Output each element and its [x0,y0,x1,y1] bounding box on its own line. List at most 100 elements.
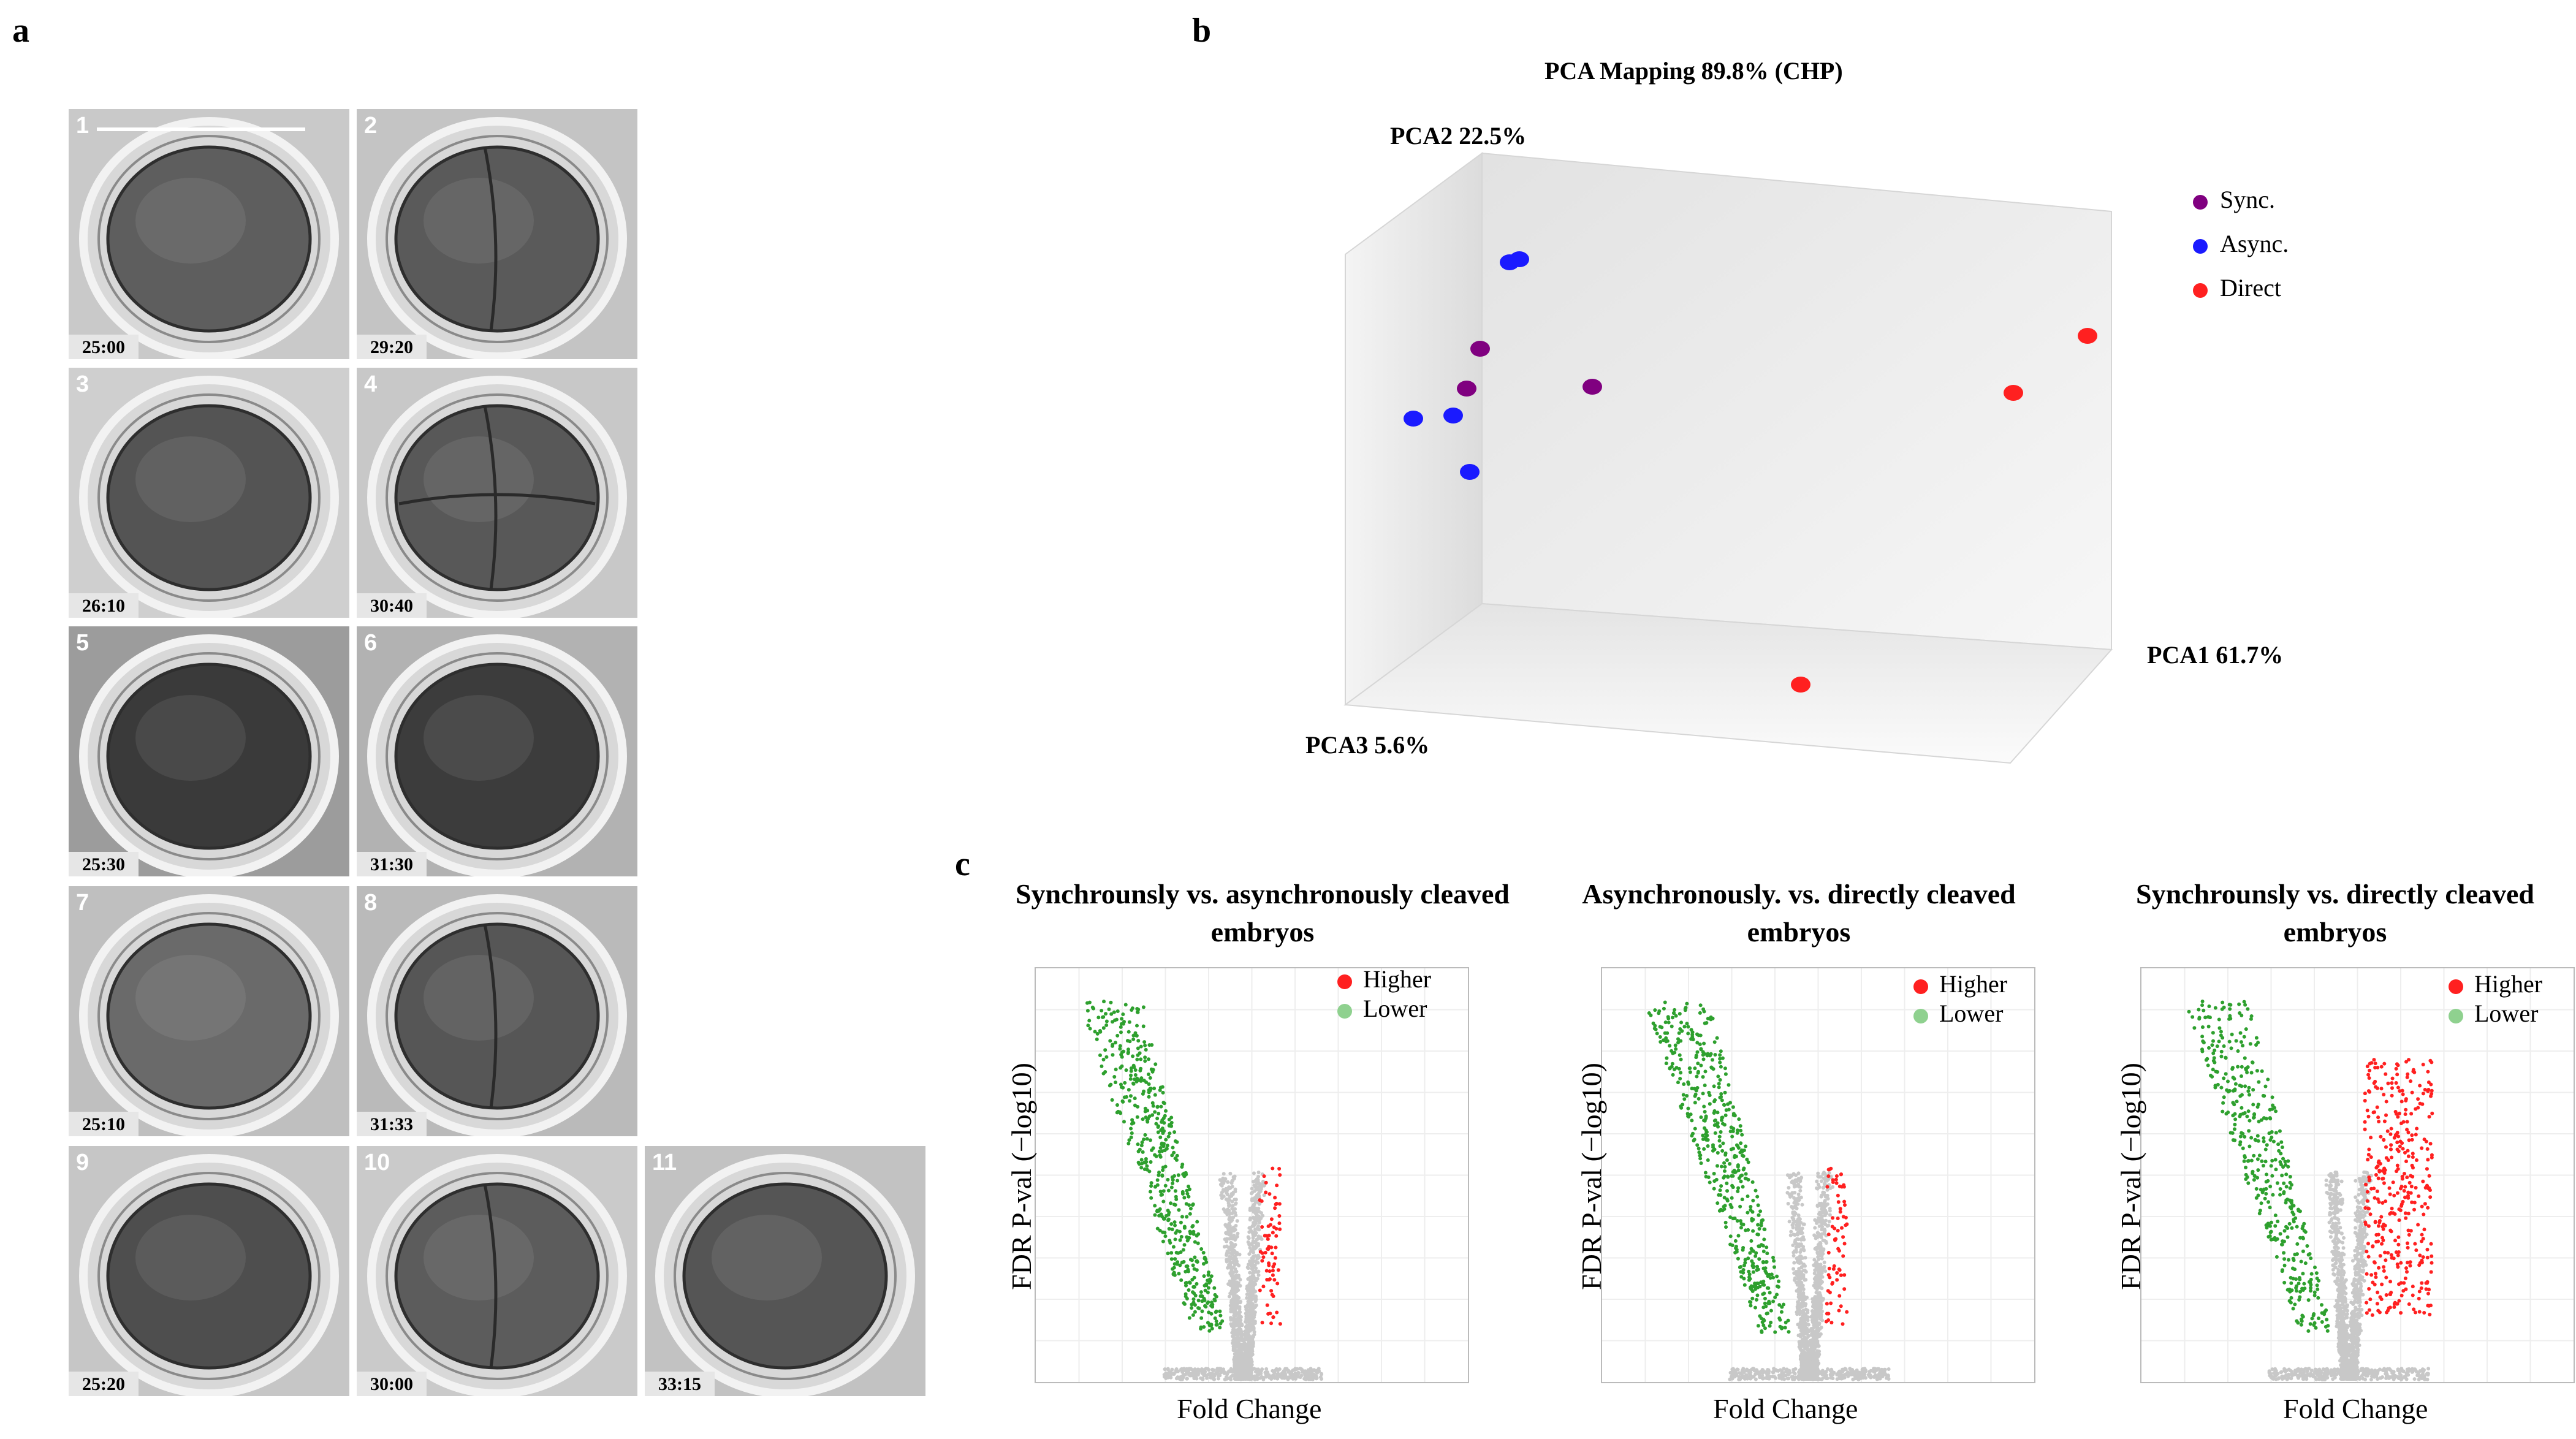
micrograph-timestamp: 26:10 [69,593,139,618]
pca-floor [1343,602,2113,764]
volcano-plot: Higher Lower [1601,967,2035,1383]
legend-marker-icon [1913,979,1928,994]
pca2-axis-label: PCA2 22.5% [1390,122,1527,150]
embryo-image [79,634,339,876]
pca3-axis-label: PCA3 5.6% [1305,731,1430,759]
embryo-image [79,117,339,359]
micrograph-timestamp: 30:40 [357,593,427,618]
embryo-image [655,1154,915,1396]
micrograph-timestamp: 33:15 [645,1372,715,1396]
volcano-title: Asynchronously. vs. directly cleaved emb… [1582,878,2016,947]
embryo-image [367,117,627,359]
pca-point-direct [2078,328,2097,344]
micrograph-11: 11 33:15 [645,1146,925,1396]
micrograph-timestamp: 25:20 [69,1372,139,1396]
volcano-x-axis-label: Fold Change [1177,1393,1322,1424]
volcano-x-axis-label: Fold Change [2283,1393,2428,1424]
volcano-legend-item: Higher [1337,965,1431,994]
pca-legend-item: Async. [2193,229,2289,258]
legend-marker-icon [1337,1003,1352,1019]
pca-3d-plot [1343,152,2113,764]
volcano-legend-item: Lower [1337,994,1431,1023]
volcano-x-axis-label: Fold Change [1713,1393,1858,1424]
pca-legend-item: Sync. [2193,185,2275,214]
micrograph-8: 8 31:33 [357,886,637,1136]
embryo-image [367,1154,627,1396]
volcano-legend-item: Higher [1913,970,2007,999]
pca-point-sync [1470,341,1490,357]
micrograph-number: 1 [76,113,89,139]
legend-label: Higher [1363,965,1432,993]
micrograph-number: 5 [76,630,89,656]
micrograph-timestamp: 25:10 [69,1112,139,1136]
pca-back-wall [1481,152,2112,651]
micrograph-10: 10 30:00 [357,1146,637,1396]
micrograph-timestamp: 31:30 [357,852,427,876]
legend-label: Lower [1939,1000,2004,1027]
micrograph-number: 9 [76,1150,89,1175]
micrograph-timestamp: 31:33 [357,1112,427,1136]
volcano-scatter [2141,968,2574,1382]
pca-point-async [1404,411,1423,427]
volcano-y-axis-label: FDR P-val (−log10) [1006,1063,1037,1290]
volcano-plot: Higher Lower [2140,967,2575,1383]
micrograph-number: 2 [364,113,378,139]
pca-point-async [1510,251,1529,267]
pca-point-sync [1457,381,1476,397]
micrograph-number: 6 [364,630,378,656]
embryo-image [79,376,339,618]
legend-label: Lower [1363,995,1427,1022]
volcano-title: Synchrounsly vs. directly cleaved embryo… [2136,878,2534,947]
volcano-legend-item: Lower [1913,999,2007,1028]
micrograph-4: 4 30:40 [357,368,637,618]
embryo-image [367,376,627,618]
micrograph-number: 3 [76,371,89,397]
pca-point-direct [2004,385,2023,401]
micrograph-timestamp: 29:20 [357,335,427,359]
micrograph-timestamp: 25:30 [69,852,139,876]
pca-point-direct [1791,677,1810,693]
micrograph-timestamp: 30:00 [357,1372,427,1396]
legend-label: Higher [1939,970,2008,998]
volcano-legend-item: Higher [2449,970,2542,999]
volcano-plot: Higher Lower [1035,965,1469,1383]
micrograph-number: 7 [76,890,89,916]
embryo-image [367,634,627,876]
pca1-axis-label: PCA1 61.7% [2147,641,2284,669]
pca-point-async [1460,464,1480,480]
pca-point-async [1443,408,1463,423]
micrograph-7: 7 25:10 [69,886,349,1136]
volcano-y-axis-label: FDR P-val (−log10) [2115,1063,2146,1290]
micrograph-timestamp: 25:00 [69,335,139,359]
legend-label: Direct [2220,274,2281,302]
pca-legend-item: Direct [2193,273,2281,302]
micrograph-3: 3 26:10 [69,368,349,618]
micrograph-1: 1 25:00 [69,109,349,359]
embryo-image [79,1154,339,1396]
legend-label: Sync. [2220,186,2275,213]
volcano-legend-item: Lower [2449,999,2542,1028]
legend-marker-icon [2193,194,2208,210]
volcano-y-axis-label: FDR P-val (−log10) [1576,1063,1607,1290]
scale-bar [97,127,305,131]
embryo-image [367,894,627,1136]
micrograph-9: 9 25:20 [69,1146,349,1396]
micrograph-6: 6 31:30 [357,626,637,876]
micrograph-5: 5 25:30 [69,626,349,876]
micrograph-number: 11 [652,1150,677,1175]
legend-marker-icon [2193,283,2208,298]
legend-marker-icon [1337,974,1352,989]
panel-c-label: c [955,845,970,883]
legend-label: Async. [2220,230,2289,257]
volcano-scatter [1036,968,1468,1382]
volcano-title: Synchrounsly vs. asynchronously cleaved … [1015,878,1510,947]
panel-b-label: b [1192,12,1212,50]
pca-title: PCA Mapping 89.8% (CHP) [1544,57,1843,85]
pca-point-sync [1582,379,1602,395]
legend-marker-icon [2449,979,2463,994]
legend-label: Higher [2474,970,2543,998]
volcano-legend: Higher Lower [1337,965,1431,1023]
legend-marker-icon [1913,1008,1928,1023]
legend-marker-icon [2449,1008,2463,1023]
micrograph-number: 10 [364,1150,390,1175]
